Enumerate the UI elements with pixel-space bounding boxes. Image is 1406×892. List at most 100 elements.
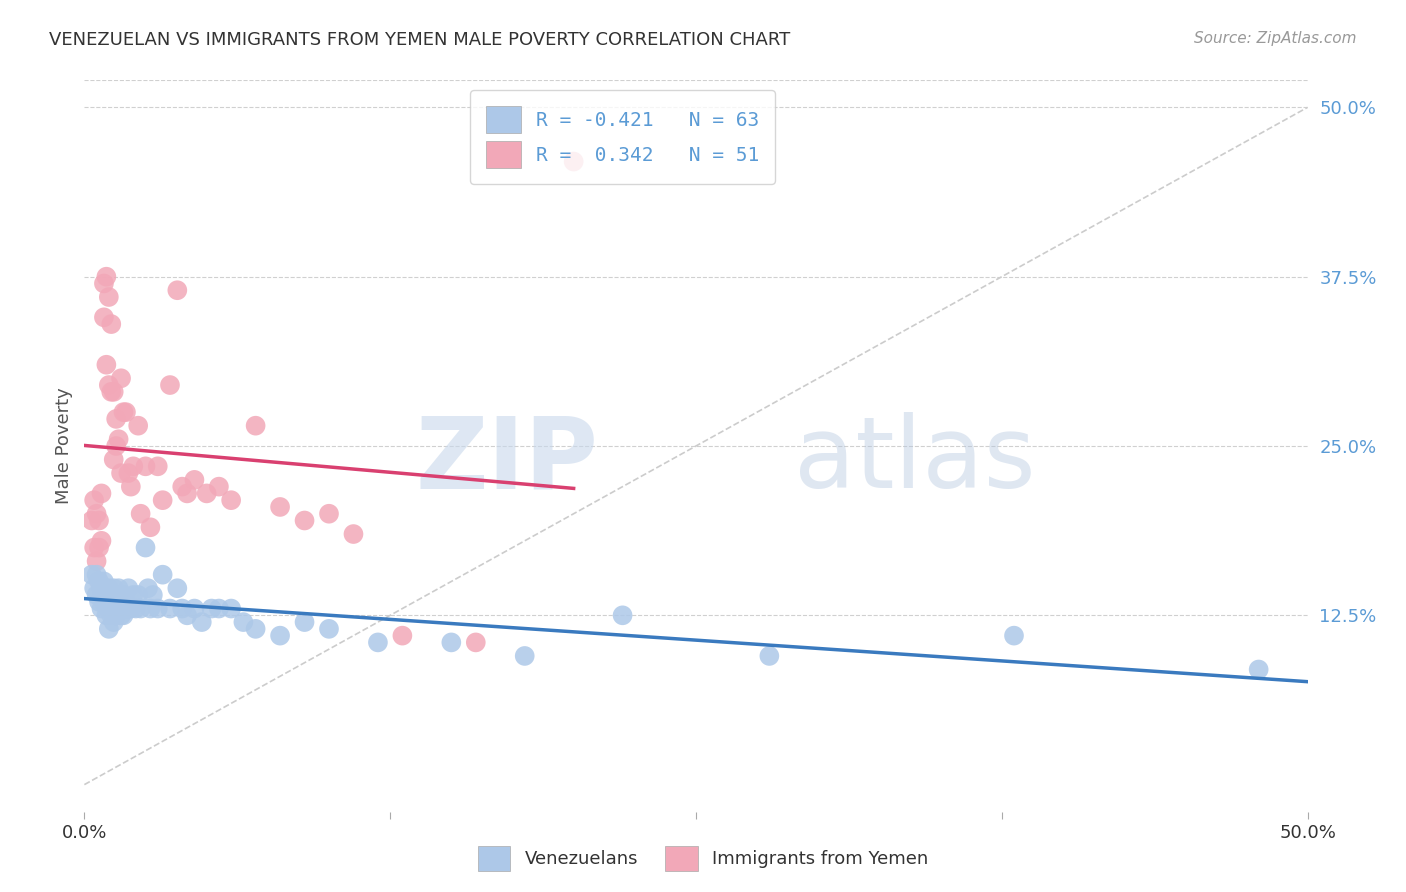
Point (125, 601, 148, 615)
Point (195, 486, 218, 500)
Point (105, 608, 128, 623)
Point (139, 601, 162, 615)
Point (120, 601, 142, 615)
Point (105, 412, 128, 426)
Point (269, 500, 291, 514)
Point (294, 514, 316, 528)
Point (513, 648, 536, 663)
Point (93, 277, 115, 291)
Point (136, 581, 159, 595)
Point (159, 378, 181, 392)
Point (83, 581, 105, 595)
Point (166, 283, 188, 297)
Point (83, 541, 105, 555)
Point (93, 574, 115, 589)
Point (183, 473, 205, 487)
Point (97, 378, 120, 392)
Point (172, 480, 194, 494)
Point (100, 384, 122, 399)
Point (342, 527, 364, 541)
Point (96, 608, 118, 623)
Point (135, 459, 157, 474)
Point (90, 581, 112, 595)
Point (117, 581, 139, 595)
Point (103, 384, 125, 399)
Point (219, 493, 242, 508)
Point (142, 588, 165, 602)
Point (129, 507, 152, 521)
Point (146, 601, 169, 615)
Point (93, 310, 115, 325)
Point (122, 588, 145, 602)
Point (152, 567, 174, 582)
Point (183, 601, 205, 615)
Point (127, 588, 149, 602)
Text: atlas: atlas (794, 412, 1035, 509)
Point (219, 601, 242, 615)
Point (112, 588, 135, 602)
Point (87, 514, 110, 528)
Point (105, 588, 128, 602)
Point (232, 615, 254, 629)
Point (90, 486, 112, 500)
Point (90, 533, 112, 548)
Point (612, 608, 634, 623)
Point (208, 480, 231, 494)
Point (110, 608, 132, 623)
Point (112, 405, 135, 419)
Point (97, 581, 120, 595)
Y-axis label: Male Poverty: Male Poverty (55, 388, 73, 504)
Point (97, 622, 120, 636)
Point (87, 574, 110, 589)
Point (166, 581, 188, 595)
Point (80, 567, 103, 582)
Legend: Venezuelans, Immigrants from Yemen: Venezuelans, Immigrants from Yemen (471, 838, 935, 879)
Point (464, 635, 486, 649)
Point (112, 608, 135, 623)
Point (135, 541, 157, 555)
Point (100, 317, 122, 331)
Point (152, 493, 174, 508)
Point (86, 507, 108, 521)
Point (1247, 663, 1270, 677)
Point (97, 601, 120, 615)
Point (93, 595, 115, 609)
Point (269, 629, 291, 643)
Point (318, 622, 340, 636)
Point (172, 601, 194, 615)
Point (1002, 629, 1025, 643)
Point (191, 615, 214, 629)
Point (440, 635, 463, 649)
Point (127, 418, 149, 433)
Point (87, 541, 110, 555)
Point (103, 615, 125, 629)
Point (139, 520, 162, 534)
Point (758, 648, 780, 663)
Point (100, 608, 122, 623)
Point (103, 581, 125, 595)
Point (200, 601, 222, 615)
Point (107, 581, 129, 595)
Point (122, 459, 145, 474)
Point (87, 595, 110, 609)
Point (107, 432, 129, 446)
Point (96, 588, 118, 602)
Point (107, 601, 129, 615)
Point (562, 154, 585, 169)
Point (96, 358, 118, 372)
Point (105, 439, 128, 453)
Point (176, 486, 198, 500)
Point (90, 601, 112, 615)
Point (110, 588, 132, 602)
Legend: R = -0.421   N = 63, R =  0.342   N = 51: R = -0.421 N = 63, R = 0.342 N = 51 (470, 90, 775, 184)
Point (86, 588, 108, 602)
Point (176, 608, 198, 623)
Point (117, 601, 139, 615)
Point (208, 601, 231, 615)
Point (103, 595, 125, 609)
Point (245, 418, 267, 433)
Point (391, 629, 413, 643)
Point (294, 615, 316, 629)
Point (117, 466, 139, 480)
Point (80, 514, 103, 528)
